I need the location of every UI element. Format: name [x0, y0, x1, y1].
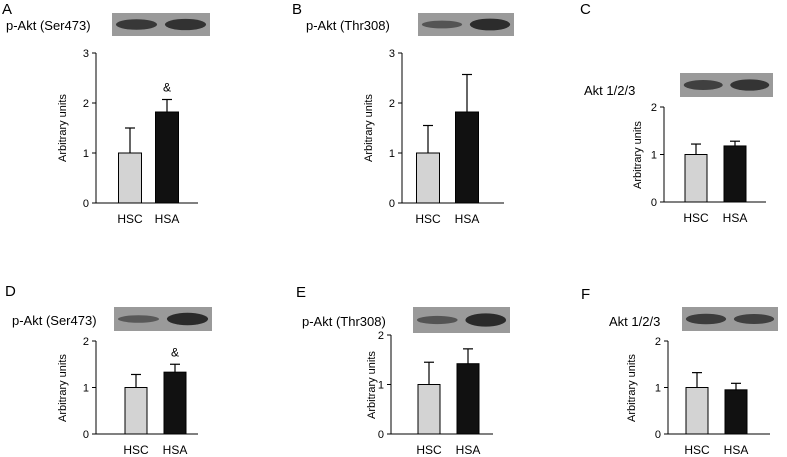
blot-band [115, 19, 158, 30]
y-tick-label: 0 [389, 198, 395, 210]
blot-label: Akt 1/2/3 [584, 83, 635, 98]
western-blot-image [418, 13, 514, 36]
panel-letter: B [292, 1, 302, 18]
blot-band [733, 313, 775, 325]
y-tick-label: 1 [655, 383, 661, 395]
y-axis-label: Arbitrary units [363, 94, 375, 162]
western-blot-image [114, 307, 212, 331]
blot-background [112, 13, 210, 36]
bar-hsa [155, 111, 179, 204]
y-axis-label: Arbitrary units [57, 94, 69, 162]
bar-hsc [416, 152, 440, 204]
y-tick-label: 2 [83, 336, 89, 348]
y-tick-label: 1 [389, 148, 395, 160]
x-tick-label: HSC [117, 212, 143, 226]
significance-marker: & [163, 81, 171, 95]
blot-band [465, 313, 507, 327]
y-tick-label: 3 [389, 48, 395, 60]
bar-hsc [685, 387, 709, 435]
y-tick-label: 0 [655, 429, 661, 441]
western-blot-image [112, 13, 210, 36]
x-tick-label: HSA [455, 212, 480, 226]
y-tick-label: 2 [651, 102, 657, 114]
y-tick-label: 1 [83, 383, 89, 395]
y-axis-label: Arbitrary units [366, 351, 378, 419]
blot-band [685, 313, 727, 325]
blot-label: Akt 1/2/3 [609, 314, 660, 329]
significance-marker: & [171, 345, 179, 359]
blot-band [683, 79, 723, 91]
panel-letter: E [296, 284, 306, 301]
blot-band [730, 79, 770, 91]
bar-hsc [417, 384, 441, 435]
panel-d: Dp-Akt (Ser473) 0 1 2 Arbitrary units HSC HSA & [5, 283, 212, 457]
blot-label: p-Akt (Thr308) [302, 314, 386, 329]
y-tick-label: 0 [83, 429, 89, 441]
blot-band [117, 315, 160, 323]
blot-label: p-Akt (Ser473) [6, 18, 91, 33]
panel-c: C Akt 1/2/3 0 1 2 Arbitrary units HSC HSA [580, 1, 773, 225]
panel-a: Ap-Akt (Ser473) 0 1 2 3 Arbitrary units HSC HSA… [2, 1, 210, 226]
x-tick-label: HSC [684, 443, 710, 457]
panel-b: Bp-Akt (Thr308) 0 1 2 3 Arbitrary units HSC HSA [292, 1, 514, 226]
y-axis-label: Arbitrary units [632, 121, 644, 189]
y-axis-label: Arbitrary units [626, 354, 638, 422]
panel-f: F Akt 1/2/3 0 1 2 Arbitrary units HSC HSA [581, 286, 778, 457]
blot-label: p-Akt (Thr308) [306, 18, 390, 33]
y-tick-label: 0 [378, 429, 384, 441]
bar-hsc [684, 154, 708, 203]
y-tick-label: 2 [378, 330, 384, 342]
western-blot-image [680, 73, 773, 97]
x-tick-label: HSA [155, 212, 180, 226]
y-tick-label: 2 [83, 98, 89, 110]
x-tick-label: HSA [456, 443, 481, 457]
x-tick-label: HSA [163, 443, 188, 457]
bar-hsa [163, 371, 187, 435]
x-tick-label: HSA [724, 443, 749, 457]
y-tick-label: 1 [83, 148, 89, 160]
blot-band [166, 312, 209, 326]
panel-letter: F [581, 286, 590, 303]
bar-hsa [455, 111, 479, 204]
panel-letter: D [5, 283, 16, 300]
blot-band [416, 315, 458, 325]
y-tick-label: 3 [83, 48, 89, 60]
y-tick-label: 2 [389, 98, 395, 110]
bar-hsc [118, 152, 142, 204]
y-tick-label: 0 [651, 197, 657, 209]
bar-hsa [723, 145, 747, 203]
blot-band [469, 18, 511, 31]
panel-letter: C [580, 1, 591, 18]
y-tick-label: 0 [83, 198, 89, 210]
blot-label: p-Akt (Ser473) [12, 313, 97, 328]
x-tick-label: HSC [415, 212, 441, 226]
x-tick-label: HSA [723, 211, 748, 225]
bar-hsa [456, 363, 480, 435]
x-tick-label: HSC [683, 211, 709, 225]
bar-hsc [124, 387, 148, 435]
y-tick-label: 1 [378, 380, 384, 392]
y-tick-label: 1 [651, 150, 657, 162]
bar-hsa [724, 389, 748, 435]
blot-band [164, 18, 207, 31]
x-tick-label: HSC [123, 443, 149, 457]
western-blot-image [413, 307, 510, 333]
blot-band [421, 20, 463, 29]
panel-letter: A [2, 1, 12, 18]
western-blot-image [682, 307, 778, 331]
x-tick-label: HSC [416, 443, 442, 457]
y-tick-label: 2 [655, 336, 661, 348]
y-axis-label: Arbitrary units [57, 354, 69, 422]
